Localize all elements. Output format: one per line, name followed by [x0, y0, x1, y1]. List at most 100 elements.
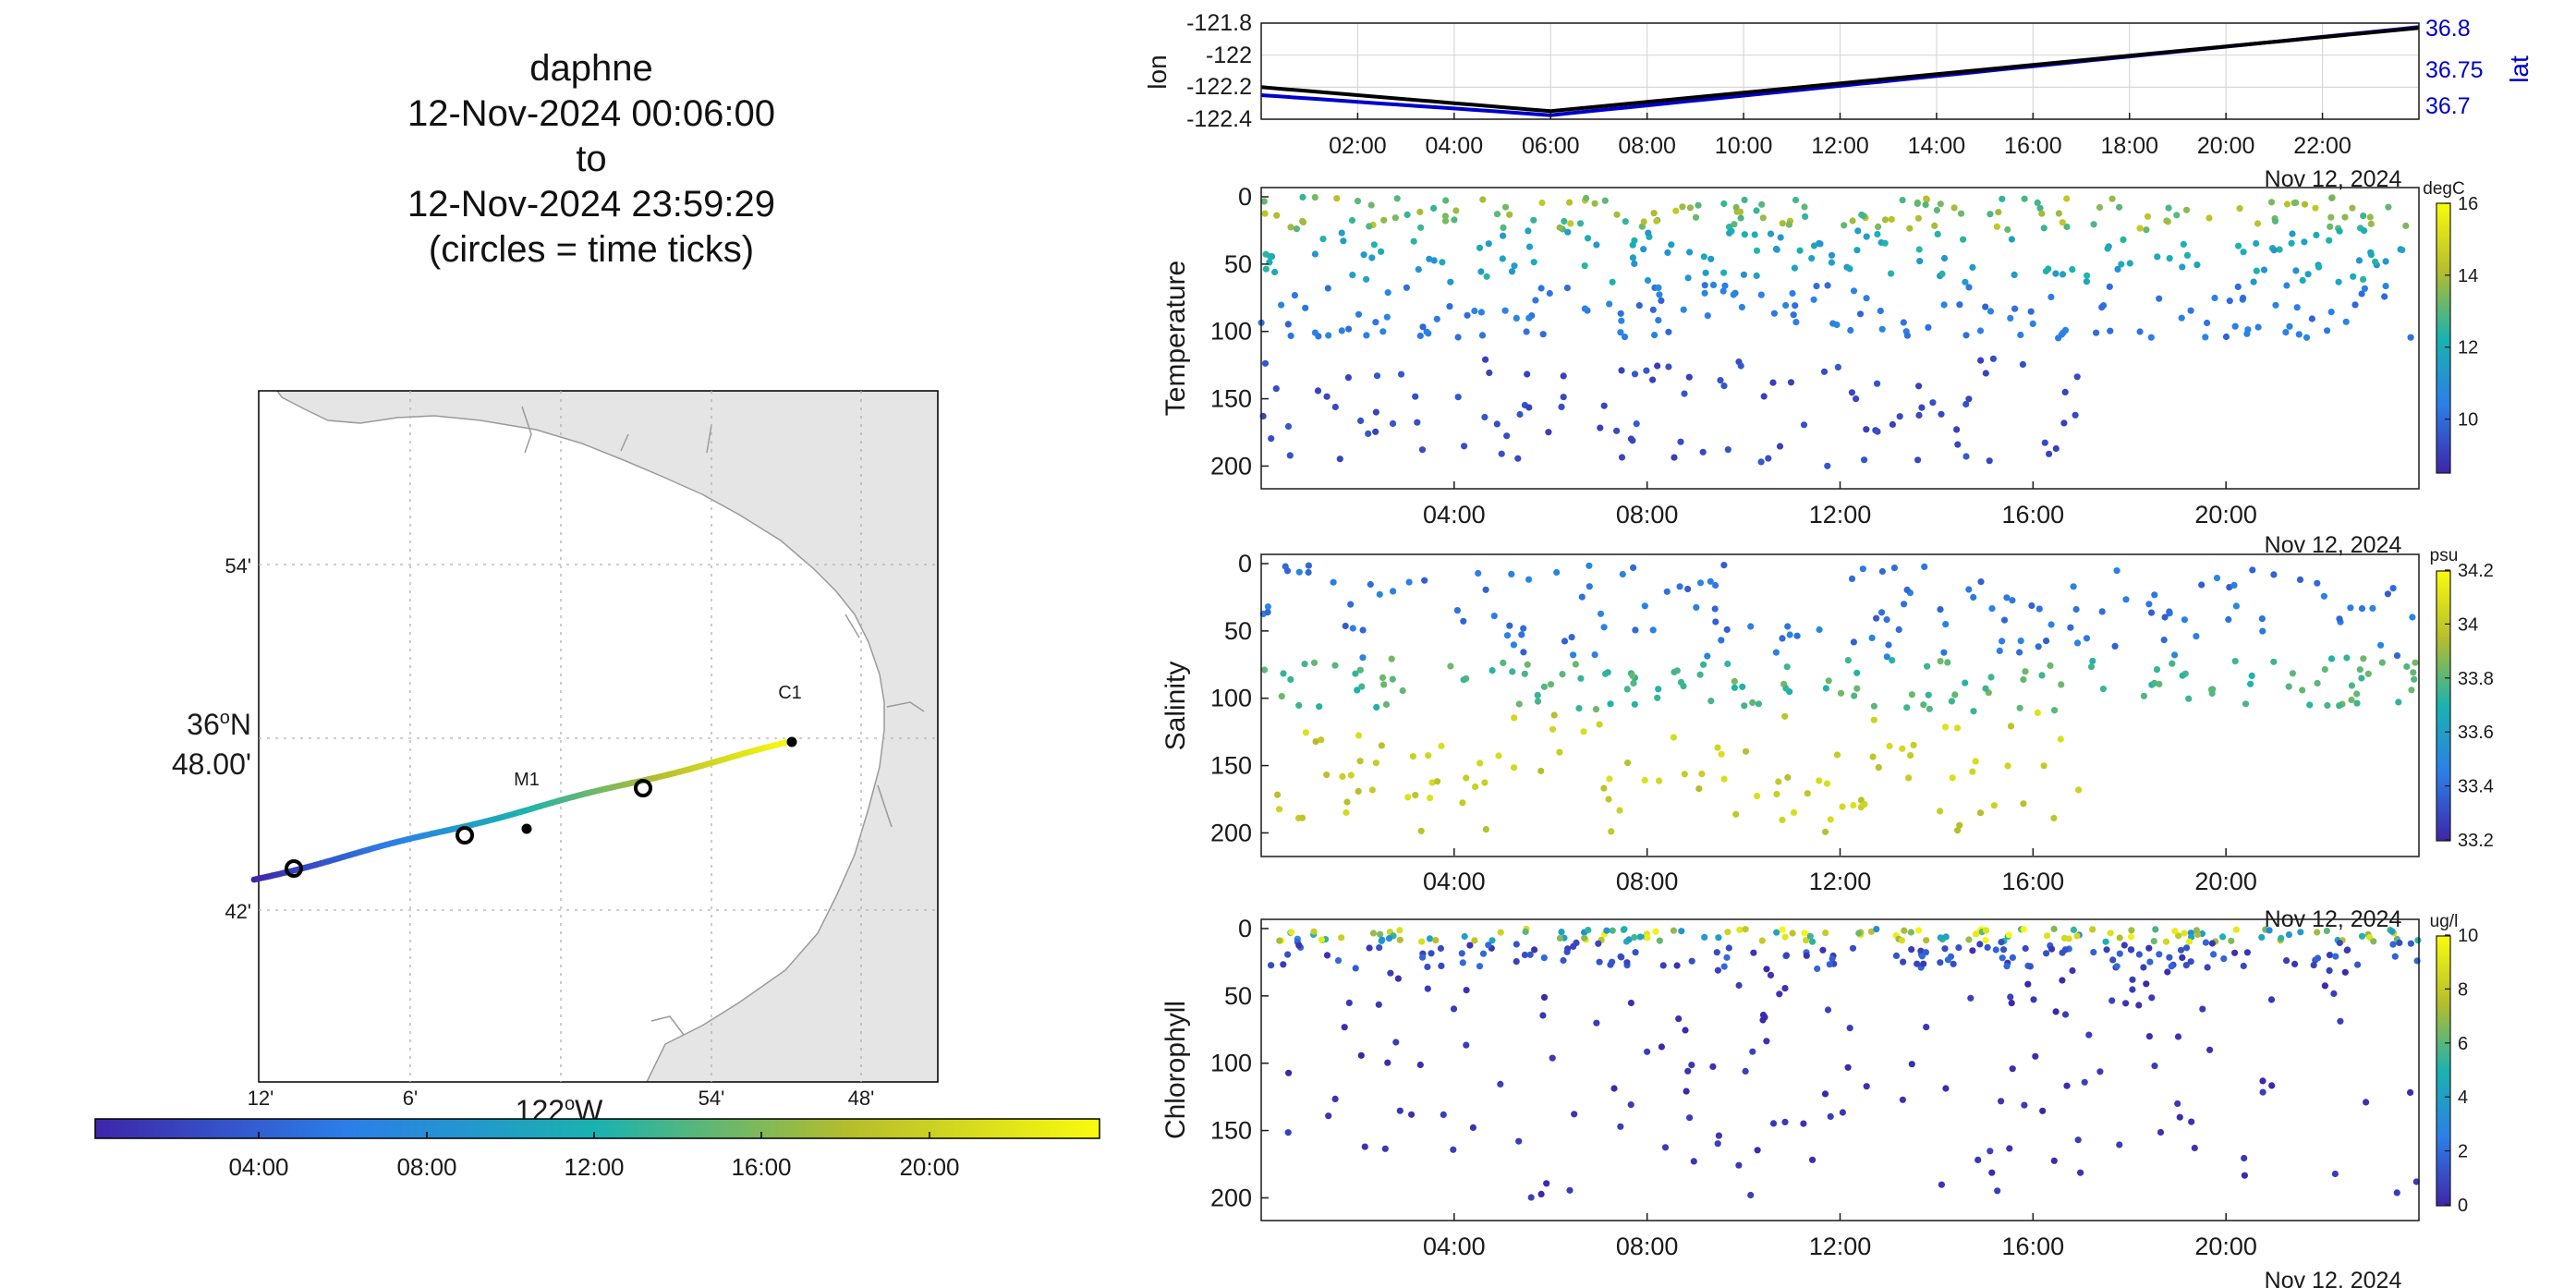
sal-data-point: [1550, 711, 1558, 719]
chl-data-point: [1776, 990, 1783, 998]
lonlat-xtick: 16:00: [2004, 133, 2062, 159]
temp-data-point: [1378, 248, 1385, 255]
chl-data-point: [1285, 1069, 1293, 1076]
chl-data-point: [1675, 1015, 1683, 1023]
sal-data-point: [1948, 698, 1955, 705]
chl-data-point: [1763, 1038, 1770, 1045]
temp-data-point: [2283, 200, 2291, 208]
temp-data-point: [1430, 204, 1438, 212]
sal-data-point: [1463, 774, 1470, 782]
temp-data-point: [2222, 333, 2230, 341]
chl-data-point: [1617, 953, 1624, 960]
temp-data-point: [1501, 203, 1510, 211]
sal-data-point: [1754, 793, 1761, 800]
lat-center-label: 36oN: [187, 708, 251, 741]
temp-data-point: [2178, 314, 2185, 322]
chl-data-point: [1596, 958, 1603, 966]
chl-data-point: [1867, 928, 1875, 935]
temp-data-point: [1635, 302, 1643, 310]
sal-data-point: [1305, 568, 1312, 577]
temp-data-point: [1915, 383, 1923, 390]
chl-data-point: [1424, 985, 1431, 992]
chl-data-point: [2391, 953, 2399, 960]
chl-data-point: [2145, 1033, 2153, 1040]
sal-data-point: [2369, 604, 2376, 613]
temp-data-point: [1360, 251, 1367, 259]
temp-data-point: [2267, 199, 2276, 206]
lat-center-minutes: 48.00': [172, 747, 251, 781]
temp-data-point: [1668, 241, 1675, 249]
chl-data-point: [1800, 1120, 1807, 1127]
chl-data-point: [1941, 945, 1949, 953]
temp-data-point: [1498, 450, 1505, 457]
sal-data-point: [1354, 687, 1361, 694]
temp-ytick: 50: [1224, 250, 1252, 278]
temp-data-point: [2029, 320, 2036, 327]
temp-data-point: [1501, 307, 1509, 314]
chl-data-point: [1540, 954, 1548, 962]
temp-data-point: [1613, 427, 1621, 434]
chl-data-point: [2128, 946, 2135, 954]
chl-data-point: [1908, 1061, 1915, 1068]
temp-data-point: [1631, 371, 1639, 378]
chl-data-point: [1463, 1041, 1470, 1049]
sal-data-point: [1264, 609, 1271, 616]
chl-ctick: 2: [2458, 1142, 2468, 1162]
chl-data-point: [1735, 981, 1743, 990]
sal-data-point: [1987, 674, 1995, 681]
chl-data-point: [1379, 936, 1386, 943]
temp-data-point: [2301, 200, 2309, 208]
chl-data-point: [1723, 954, 1731, 961]
sal-data-point: [1347, 772, 1355, 779]
chl-data-point: [1488, 937, 1496, 944]
temp-ytick: 150: [1210, 385, 1252, 413]
sal-data-point: [2324, 701, 2331, 710]
sal-ytick: 0: [1238, 550, 1252, 577]
temp-data-point: [2204, 319, 2211, 327]
sal-data-point: [1508, 570, 1515, 578]
temp-data-point: [1772, 245, 1780, 253]
sal-data-point: [1378, 742, 1385, 749]
temp-data-point: [2116, 203, 2123, 211]
temp-data-point: [1717, 377, 1724, 384]
chl-data-point: [1759, 1011, 1768, 1019]
sal-data-point: [1427, 795, 1434, 802]
sal-data-point: [1302, 729, 1309, 736]
temp-data-point: [2090, 221, 2097, 228]
temp-data-point: [2093, 329, 2100, 336]
sal-data-point: [1318, 736, 1325, 744]
temp-data-point: [2046, 450, 2053, 457]
temp-data-point: [1810, 242, 1818, 249]
chl-data-point: [1459, 959, 1466, 966]
temp-data-point: [1700, 253, 1707, 261]
sal-data-point: [1654, 694, 1661, 701]
chl-data-point: [2003, 963, 2011, 970]
temp-data-point: [1685, 373, 1693, 381]
sal-data-point: [1883, 653, 1890, 661]
temp-data-point: [1986, 457, 1993, 465]
temp-data-point: [2282, 329, 2290, 336]
sal-data-point: [1631, 700, 1638, 708]
chl-data-point: [2278, 934, 2285, 942]
temp-data-point: [1720, 200, 1728, 208]
temp-data-point: [2027, 308, 2035, 315]
temp-data-point: [1720, 383, 1728, 390]
sal-data-point: [1684, 585, 1692, 593]
sal-data-point: [2327, 655, 2336, 662]
chl-data-point: [2151, 1063, 2158, 1070]
temp-data-point: [2236, 205, 2243, 213]
chl-data-point: [2107, 930, 2114, 937]
lon-tick-6: 6': [403, 1087, 418, 1110]
temp-data-point: [1987, 308, 1995, 315]
chl-xtick: 16:00: [2002, 1233, 2065, 1260]
track-map: 54' 42' 36oN 48.00' 12' 6' 54' 48' 122oW…: [172, 390, 939, 1127]
chl-data-point: [1652, 928, 1659, 935]
sal-data-point: [1868, 634, 1876, 642]
temp-data-point: [2136, 225, 2144, 232]
temp-data-point: [1433, 315, 1440, 322]
temp-data-point: [1950, 204, 1958, 212]
sal-data-point: [1540, 683, 1548, 690]
chl-data-point: [1318, 936, 1325, 943]
temp-data-point: [1273, 212, 1281, 219]
temp-data-point: [1366, 223, 1373, 230]
